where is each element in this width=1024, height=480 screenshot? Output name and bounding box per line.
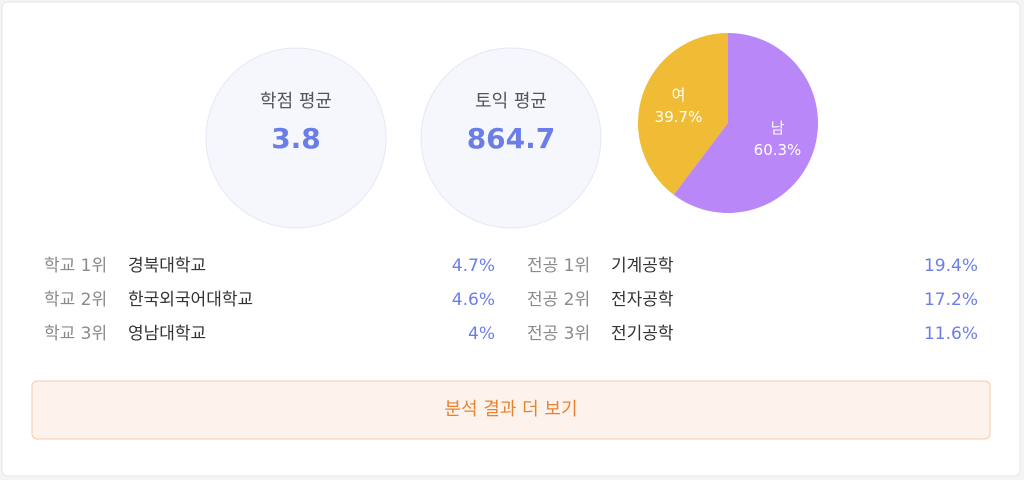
rank-label: 학교 3위	[44, 324, 107, 344]
rank-share: 4%	[468, 324, 495, 344]
rank-name: 경북대학교	[128, 256, 206, 276]
pie-chart: 여 39.7% 남 60.3%	[638, 33, 818, 214]
rank-name: 영남대학교	[128, 324, 206, 344]
rank-name: 전자공학	[611, 290, 674, 310]
button-label[interactable]: 분석 결과 더 보기	[444, 399, 577, 420]
pie-slice	[673, 33, 818, 214]
rank-name: 한국외국어대학교	[128, 290, 253, 310]
pie-slice	[638, 33, 728, 195]
rank-share: 4.7%	[452, 256, 495, 276]
rank-share: 17.2%	[924, 290, 978, 310]
rank-share: 11.6%	[924, 324, 978, 344]
rank-label: 전공 3위	[527, 324, 590, 344]
rank-label: 전공 2위	[527, 290, 590, 310]
rank-label: 전공 1위	[527, 256, 590, 276]
stat-circle	[205, 47, 387, 229]
stat-circle	[420, 47, 602, 229]
rank-list: 학교 1위 경북대학교 4.7% 학교 2위 한국외국어대학교 4.6% 학교 3위 영남대학…	[44, 256, 978, 344]
rank-label: 학교 2위	[44, 290, 107, 310]
rank-share: 19.4%	[924, 256, 978, 276]
rank-share: 4.6%	[452, 290, 495, 310]
stat-label: 학점 평균	[260, 91, 332, 112]
more-button[interactable]	[31, 380, 991, 440]
slice-value: 39.7%	[655, 108, 703, 126]
stat-label: 토익 평균	[475, 91, 547, 112]
slice-label: 여	[672, 86, 686, 104]
rank-label: 학교 1위	[44, 256, 107, 276]
slice-value: 60.3%	[754, 141, 802, 159]
rank-name: 기계공학	[611, 256, 674, 276]
stat-value: 864.7	[467, 122, 556, 155]
rank-name: 전기공학	[611, 324, 674, 344]
slice-label: 남	[771, 119, 785, 137]
stat-value: 3.8	[271, 122, 321, 155]
